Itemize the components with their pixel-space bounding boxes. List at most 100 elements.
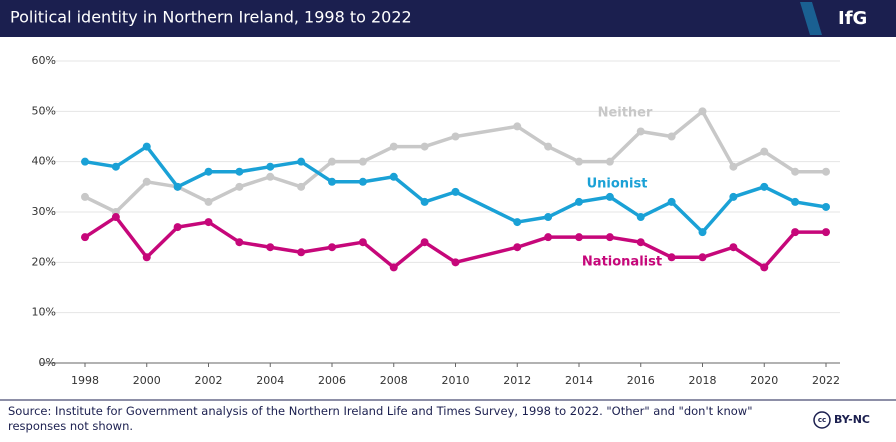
data-point bbox=[575, 197, 583, 206]
data-point bbox=[173, 182, 182, 191]
source-note: Source: Institute for Government analysi… bbox=[8, 404, 753, 433]
x-tick-label: 1998 bbox=[71, 374, 99, 387]
series-label: Nationalist bbox=[582, 255, 662, 270]
data-point bbox=[266, 172, 275, 181]
y-tick-label: 50% bbox=[32, 104, 56, 117]
x-tick-label: 2004 bbox=[256, 374, 284, 387]
data-point bbox=[297, 248, 306, 257]
data-point bbox=[791, 228, 800, 237]
data-point bbox=[822, 228, 830, 237]
data-point bbox=[420, 142, 429, 151]
data-point bbox=[729, 192, 738, 201]
data-point bbox=[389, 142, 398, 151]
x-tick-label: 2022 bbox=[812, 374, 840, 387]
data-point bbox=[729, 243, 738, 252]
data-point bbox=[667, 253, 676, 262]
cc-icon bbox=[813, 411, 831, 429]
data-point bbox=[451, 258, 460, 267]
data-point bbox=[328, 157, 336, 166]
data-point bbox=[575, 233, 583, 242]
data-point bbox=[636, 127, 645, 136]
data-point bbox=[389, 172, 398, 181]
data-point bbox=[297, 157, 306, 166]
x-tick-label: 2006 bbox=[318, 374, 346, 387]
data-point bbox=[420, 197, 429, 206]
series-label: Neither bbox=[598, 106, 653, 121]
x-tick-label: 2000 bbox=[133, 374, 161, 387]
data-point bbox=[513, 218, 522, 227]
data-point bbox=[513, 122, 522, 131]
data-point bbox=[111, 213, 120, 222]
data-point bbox=[81, 192, 89, 201]
data-point bbox=[575, 157, 583, 166]
data-point bbox=[791, 167, 800, 176]
x-tick-label: 2014 bbox=[565, 374, 593, 387]
data-point bbox=[235, 182, 244, 191]
y-tick-label: 30% bbox=[32, 205, 56, 218]
data-point bbox=[667, 132, 676, 141]
x-tick-label: 2016 bbox=[627, 374, 655, 387]
data-point bbox=[204, 167, 213, 176]
data-point bbox=[235, 167, 244, 176]
logo-mark bbox=[800, 2, 822, 35]
data-point bbox=[544, 213, 553, 222]
data-point bbox=[698, 253, 707, 262]
y-tick-label: 60% bbox=[32, 54, 56, 67]
data-point bbox=[111, 162, 120, 171]
series-line bbox=[84, 215, 826, 270]
data-point bbox=[266, 162, 275, 171]
data-point bbox=[636, 213, 645, 222]
header-bar bbox=[0, 0, 896, 37]
data-point bbox=[81, 157, 89, 166]
data-point bbox=[760, 263, 769, 272]
data-point bbox=[544, 233, 553, 242]
data-point bbox=[328, 243, 336, 252]
x-tick-label: 2020 bbox=[750, 374, 778, 387]
data-point bbox=[142, 177, 151, 186]
data-point bbox=[451, 187, 460, 196]
data-point bbox=[204, 197, 213, 206]
data-point bbox=[328, 177, 336, 186]
chart-title: Political identity in Northern Ireland, … bbox=[10, 8, 412, 27]
data-point bbox=[698, 107, 707, 116]
y-tick-label: 40% bbox=[32, 155, 56, 168]
x-tick-label: 2010 bbox=[442, 374, 470, 387]
data-point bbox=[420, 238, 429, 247]
series-line bbox=[84, 144, 827, 234]
brand-logo: IfG bbox=[838, 8, 867, 29]
data-point bbox=[173, 223, 182, 232]
data-point bbox=[760, 182, 769, 191]
data-point bbox=[698, 228, 707, 237]
data-point bbox=[513, 243, 522, 252]
source-box: Source: Institute for Government analysi… bbox=[8, 404, 753, 433]
x-tick-label: 2018 bbox=[689, 374, 717, 387]
data-point bbox=[81, 233, 89, 242]
data-point bbox=[297, 182, 306, 191]
series-label: Unionist bbox=[587, 177, 648, 192]
data-point bbox=[451, 132, 460, 141]
data-point bbox=[358, 177, 367, 186]
data-point bbox=[266, 243, 275, 252]
y-tick-label: 10% bbox=[32, 306, 56, 319]
license: BY-NC bbox=[834, 413, 870, 426]
data-point bbox=[544, 142, 553, 151]
data-point bbox=[605, 192, 614, 201]
data-point bbox=[605, 233, 614, 242]
data-point bbox=[605, 157, 614, 166]
data-point bbox=[142, 253, 151, 262]
x-tick-label: 2008 bbox=[380, 374, 408, 387]
data-point bbox=[389, 263, 398, 272]
data-point bbox=[791, 197, 800, 206]
data-point bbox=[636, 238, 645, 247]
data-point bbox=[760, 147, 769, 156]
data-point bbox=[822, 167, 830, 176]
data-point bbox=[358, 157, 367, 166]
y-tick-label: 20% bbox=[32, 255, 56, 268]
series-line bbox=[84, 109, 826, 214]
x-tick-label: 2012 bbox=[503, 374, 531, 387]
data-point bbox=[142, 142, 151, 151]
data-point bbox=[204, 218, 213, 227]
x-tick-label: 2002 bbox=[195, 374, 223, 387]
